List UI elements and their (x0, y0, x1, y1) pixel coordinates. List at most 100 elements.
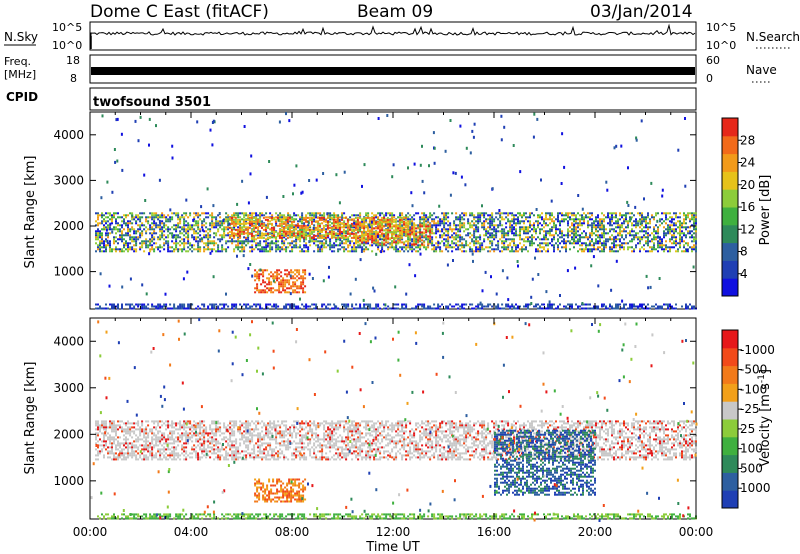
scatter-cell (141, 244, 144, 247)
scatter-cell (270, 228, 273, 231)
scatter-cell (197, 248, 200, 251)
scatter-cell (561, 234, 563, 237)
scatter-cell (251, 246, 254, 249)
scatter-cell (571, 232, 573, 235)
scatter-cell (238, 218, 241, 221)
scatter-cell (215, 250, 218, 253)
scatter-cell (669, 230, 671, 233)
scatter-cell (397, 229, 400, 232)
scatter-cell (237, 248, 240, 251)
scatter-cell (681, 240, 683, 243)
scatter-cell (575, 240, 577, 243)
scatter-cell (362, 220, 365, 223)
scatter-cell (335, 222, 338, 225)
scatter-cell (621, 214, 623, 217)
scatter-cell (183, 230, 186, 233)
scatter-cell (479, 220, 482, 223)
scatter-cell (663, 226, 665, 229)
scatter-cell (292, 277, 295, 280)
scatter-cell (349, 250, 352, 253)
scatter-cell (355, 246, 358, 249)
scatter-cell (207, 238, 210, 241)
scatter-cell (641, 228, 643, 231)
scatter-cell (495, 230, 498, 233)
scatter-cell (457, 236, 460, 239)
scatter-cell (511, 228, 514, 231)
scatter-cell (284, 222, 287, 225)
scatter-cell (95, 307, 97, 310)
scatter-cell (259, 303, 262, 306)
scatter-cell (294, 285, 297, 288)
scatter-cell (288, 224, 291, 227)
scatter-cell (315, 216, 318, 219)
scatter-cell (675, 230, 677, 233)
scatter-cell (421, 242, 424, 245)
scatter-cell (507, 298, 510, 302)
scatter-cell (589, 236, 591, 239)
scatter-cell (471, 252, 474, 256)
scatter-cell (473, 228, 476, 231)
scatter-cell (311, 277, 314, 280)
scatter-cell (667, 250, 669, 253)
scatter-cell (133, 250, 136, 253)
scatter-cell (301, 248, 304, 251)
scatter-cell (545, 214, 547, 217)
scatter-cell (439, 230, 442, 233)
scatter-cell (298, 234, 301, 237)
scatter-cell (671, 305, 673, 308)
scatter-cell (246, 228, 249, 231)
scatter-cell (639, 242, 641, 245)
scatter-cell (185, 250, 188, 253)
scatter-cell (553, 246, 555, 249)
scatter-cell (287, 222, 290, 225)
scatter-cell (169, 220, 172, 223)
scatter-cell (455, 226, 458, 229)
scatter-cell (613, 238, 615, 241)
scatter-cell (419, 246, 422, 249)
scatter-cell (189, 307, 192, 310)
scatter-cell (151, 214, 154, 217)
scatter-cell (329, 238, 332, 241)
scatter-cell (191, 236, 194, 239)
scatter-cell (647, 234, 649, 237)
scatter-cell (449, 246, 452, 249)
scatter-cell (225, 220, 228, 223)
scatter-cell (181, 216, 184, 219)
scatter-cell (651, 248, 653, 251)
scatter-cell (280, 279, 283, 282)
scatter-cell (368, 223, 370, 227)
scatter-cell (350, 222, 353, 225)
scatter-cell (373, 227, 376, 230)
scatter-cell (286, 218, 289, 221)
scatter-cell (599, 238, 601, 241)
scatter-cell (653, 234, 655, 237)
scatter-cell (298, 287, 301, 290)
scatter-cell (207, 240, 210, 243)
scatter-cell (543, 222, 545, 225)
scatter-cell (395, 231, 398, 234)
scatter-cell (355, 235, 358, 238)
scatter-cell (207, 246, 210, 249)
scatter-cell (603, 218, 605, 221)
scatter-cell (95, 212, 97, 215)
scatter-cell (669, 232, 671, 235)
scatter-cell (329, 224, 332, 227)
scatter-cell (288, 273, 291, 276)
scatter-cell (283, 244, 286, 247)
scatter-cell (621, 224, 623, 227)
scatter-cell (308, 224, 311, 227)
scatter-cell (487, 236, 490, 239)
scatter-cell (278, 232, 281, 235)
scatter-cell (390, 220, 393, 223)
scatter-cell (561, 236, 563, 239)
scatter-cell (615, 144, 618, 148)
scatter-cell (258, 269, 261, 272)
scatter-cell (387, 229, 390, 232)
scatter-cell (219, 222, 222, 225)
scatter-cell (579, 214, 581, 217)
scatter-cell (373, 214, 376, 217)
scatter-cell (181, 242, 184, 245)
scatter-cell (113, 307, 115, 310)
scatter-cell (319, 214, 322, 217)
freq-label-line1: Freq. (4, 55, 31, 68)
